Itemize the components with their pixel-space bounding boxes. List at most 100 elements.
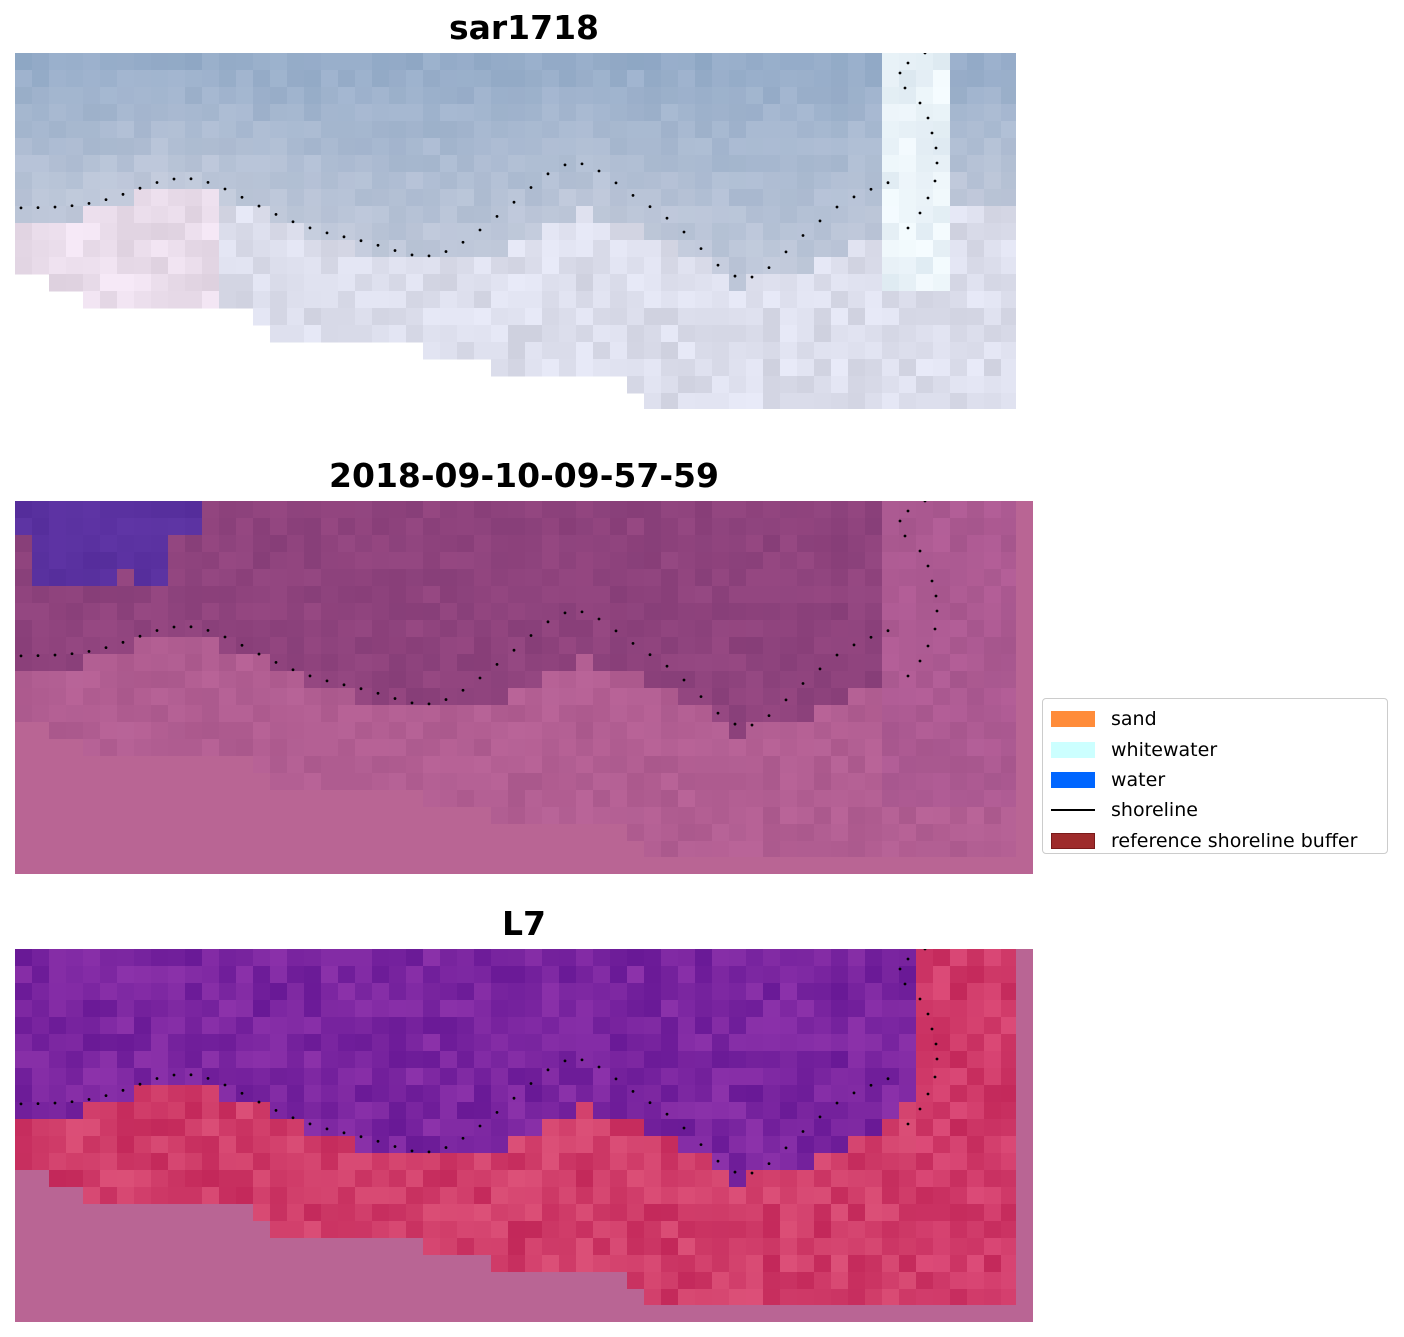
image-pixel [202, 739, 220, 757]
image-pixel [644, 189, 662, 207]
image-pixel [525, 966, 543, 984]
image-pixel [117, 189, 135, 207]
image-pixel [610, 1102, 628, 1120]
image-pixel [661, 308, 679, 326]
image-pixel [729, 1068, 747, 1086]
image-pixel [576, 189, 594, 207]
image-pixel [508, 155, 526, 173]
image-pixel [355, 206, 373, 224]
image-pixel [763, 240, 781, 258]
image-pixel [644, 552, 662, 570]
image-pixel [151, 257, 169, 275]
image-pixel [695, 841, 713, 859]
image-pixel [372, 841, 390, 859]
image-pixel [814, 688, 832, 706]
image-pixel [882, 291, 900, 309]
image-pixel [508, 1221, 526, 1239]
image-pixel [814, 739, 832, 757]
image-pixel [219, 983, 237, 1001]
image-pixel [15, 172, 33, 190]
image-pixel [729, 586, 747, 604]
image-pixel [678, 586, 696, 604]
image-pixel [695, 966, 713, 984]
image-pixel [593, 807, 611, 825]
image-pixel [49, 841, 67, 859]
image-pixel [457, 773, 475, 791]
image-pixel [457, 1119, 475, 1137]
image-pixel [270, 1204, 288, 1222]
image-pixel [219, 569, 237, 587]
image-pixel [236, 172, 254, 190]
image-pixel [916, 87, 934, 105]
image-pixel [168, 223, 186, 241]
image-pixel [321, 518, 339, 536]
image-pixel [287, 569, 305, 587]
image-pixel [865, 501, 883, 519]
image-pixel [950, 274, 968, 292]
image-pixel [406, 87, 424, 105]
image-pixel [746, 824, 764, 842]
image-pixel [474, 274, 492, 292]
image-pixel [304, 1136, 322, 1154]
image-pixel [899, 1000, 917, 1018]
image-pixel [270, 257, 288, 275]
image-pixel [712, 756, 730, 774]
image-pixel [66, 1000, 84, 1018]
image-pixel [916, 53, 934, 71]
image-pixel [763, 654, 781, 672]
image-pixel [712, 983, 730, 1001]
image-pixel [491, 688, 509, 706]
image-pixel [406, 722, 424, 740]
image-pixel [1001, 518, 1019, 536]
image-pixel [185, 291, 203, 309]
image-pixel [219, 1255, 237, 1273]
image-pixel [644, 308, 662, 326]
image-pixel [304, 1272, 322, 1290]
image-pixel [933, 240, 951, 258]
image-pixel [304, 1238, 322, 1256]
image-pixel [678, 342, 696, 360]
image-pixel [644, 841, 662, 859]
image-pixel [610, 1136, 628, 1154]
image-pixel [576, 756, 594, 774]
image-pixel [593, 189, 611, 207]
image-pixel [474, 155, 492, 173]
image-pixel [950, 342, 968, 360]
image-pixel [831, 1136, 849, 1154]
image-pixel [746, 1000, 764, 1018]
image-pixel [372, 552, 390, 570]
image-pixel [134, 722, 152, 740]
image-pixel [83, 790, 101, 808]
image-pixel [457, 569, 475, 587]
image-pixel [644, 1051, 662, 1069]
image-pixel [542, 1221, 560, 1239]
image-pixel [270, 705, 288, 723]
image-pixel [763, 189, 781, 207]
image-pixel [746, 1034, 764, 1052]
image-pixel [984, 841, 1002, 859]
image-pixel [440, 1085, 458, 1103]
image-pixel [49, 1102, 67, 1120]
image-pixel [644, 518, 662, 536]
image-pixel [712, 739, 730, 757]
shoreline-point [918, 997, 922, 1001]
image-pixel [66, 671, 84, 689]
shoreline-point [87, 1098, 91, 1101]
image-pixel [797, 155, 815, 173]
image-pixel [100, 688, 118, 706]
image-pixel [695, 1034, 713, 1052]
image-pixel [542, 535, 560, 553]
image-pixel [236, 586, 254, 604]
image-pixel [32, 756, 50, 774]
image-pixel [644, 1102, 662, 1120]
image-pixel [559, 722, 577, 740]
image-pixel [661, 637, 679, 655]
image-pixel [83, 1187, 101, 1205]
image-pixel [287, 637, 305, 655]
image-pixel [661, 773, 679, 791]
image-pixel [406, 53, 424, 71]
image-pixel [542, 104, 560, 122]
image-pixel [627, 155, 645, 173]
image-pixel [950, 620, 968, 638]
image-pixel [729, 274, 747, 292]
